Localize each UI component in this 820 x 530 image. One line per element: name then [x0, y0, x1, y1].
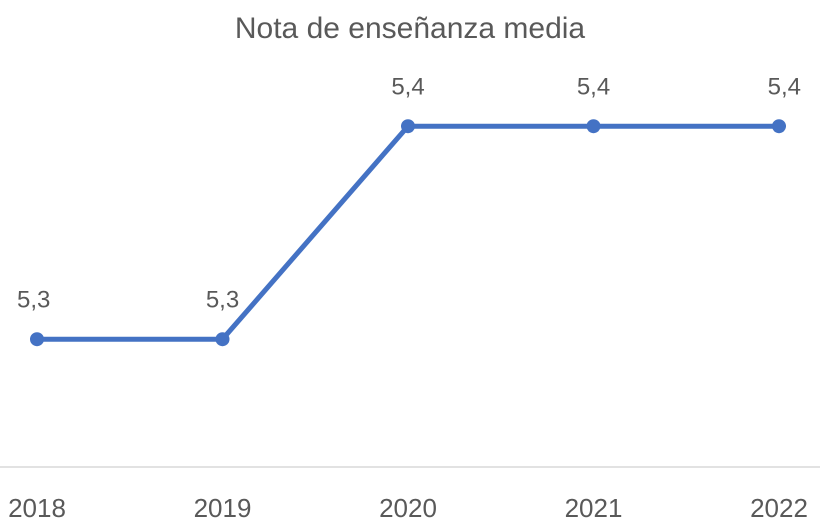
data-line [37, 123, 779, 342]
x-tick-label: 2021 [565, 493, 623, 523]
data-point [772, 119, 786, 134]
x-tick-label: 2020 [379, 493, 437, 523]
chart-title: Nota de enseñanza media [235, 12, 586, 45]
data-label: 5,3 [206, 287, 239, 314]
data-point [215, 332, 230, 347]
data-label: 5,4 [768, 74, 801, 101]
x-tick-label: 2019 [194, 493, 252, 523]
x-tick-label: 2022 [750, 493, 808, 523]
data-label: 5,4 [391, 74, 424, 101]
data-point [586, 119, 601, 134]
data-point [30, 332, 44, 347]
data-point [401, 119, 415, 134]
data-label: 5,4 [577, 74, 610, 101]
data-label: 5,3 [17, 287, 50, 314]
x-tick-label: 2018 [8, 493, 66, 523]
